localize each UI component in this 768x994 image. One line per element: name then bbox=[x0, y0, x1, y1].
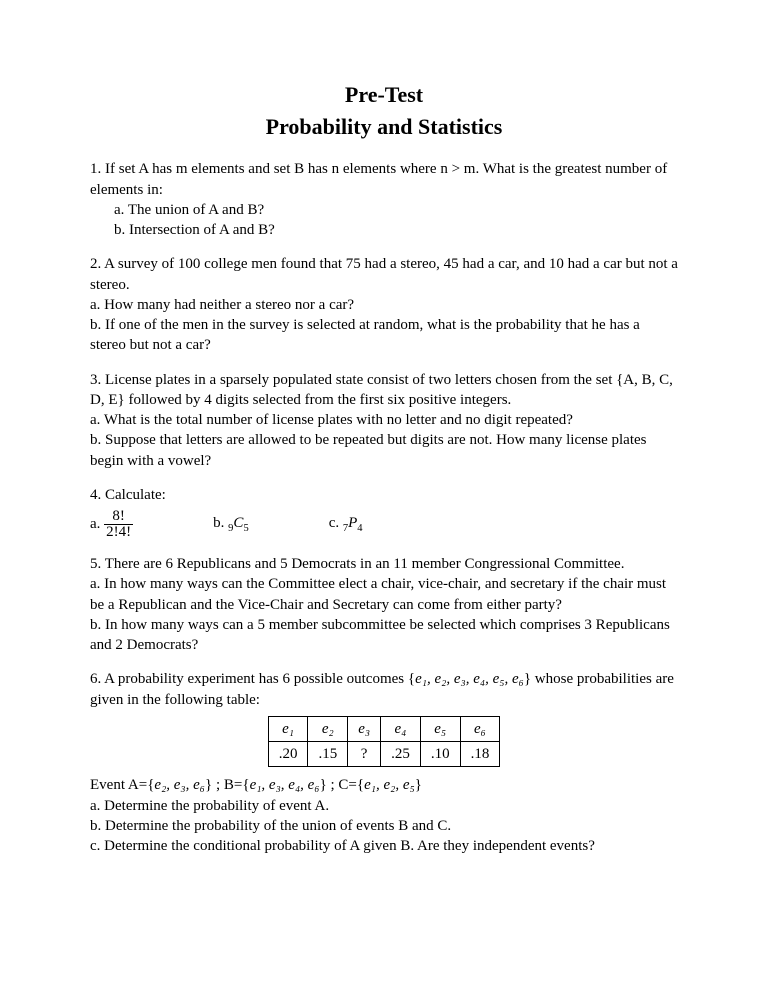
question-2: 2. A survey of 100 college men found tha… bbox=[90, 254, 678, 355]
question-6: 6. A probability experiment has 6 possib… bbox=[90, 669, 678, 856]
q3-stem: 3. License plates in a sparsely populate… bbox=[90, 370, 678, 411]
q4-c-postsub: 4 bbox=[357, 523, 362, 534]
title: Pre-Test bbox=[90, 80, 678, 110]
q1-option-b: b. Intersection of A and B? bbox=[90, 220, 678, 240]
event-c: e₁, e₂, e₅ bbox=[364, 777, 415, 793]
question-3: 3. License plates in a sparsely populate… bbox=[90, 370, 678, 471]
fraction-denominator: 2!4! bbox=[104, 525, 133, 540]
th-e5: e₅ bbox=[420, 716, 460, 741]
q4-c-label: c. bbox=[329, 515, 343, 531]
event-a: e₂, e₃, e₆ bbox=[154, 777, 205, 793]
th-e2: e₂ bbox=[308, 716, 348, 741]
events-post: } bbox=[415, 777, 422, 793]
tv-4: .25 bbox=[381, 742, 421, 767]
q1-stem: 1. If set A has m elements and set B has… bbox=[90, 159, 678, 200]
q4-stem: 4. Calculate: bbox=[90, 485, 678, 505]
events-mid2: } ; C={ bbox=[320, 777, 365, 793]
tv-1: .20 bbox=[268, 742, 308, 767]
q4-a: a. 8! 2!4! bbox=[90, 509, 133, 540]
q3-a: a. What is the total number of license p… bbox=[90, 410, 678, 430]
q6-a: a. Determine the probability of event A. bbox=[90, 796, 678, 816]
th-e3: e₃ bbox=[348, 716, 381, 741]
q6-stem: 6. A probability experiment has 6 possib… bbox=[90, 669, 678, 710]
tv-3: ? bbox=[348, 742, 381, 767]
q5-a: a. In how many ways can the Committee el… bbox=[90, 574, 678, 615]
events-mid1: } ; B={ bbox=[205, 777, 250, 793]
table-value-row: .20 .15 ? .25 .10 .18 bbox=[268, 742, 500, 767]
event-b: e₁, e₃, e₄, e₆ bbox=[250, 777, 320, 793]
th-e6: e₆ bbox=[460, 716, 500, 741]
tv-5: .10 bbox=[420, 742, 460, 767]
fraction-numerator: 8! bbox=[104, 509, 133, 525]
q2-b: b. If one of the men in the survey is se… bbox=[90, 315, 678, 356]
th-e1: e₁ bbox=[268, 716, 308, 741]
th-e4: e₄ bbox=[381, 716, 421, 741]
q5-b: b. In how many ways can a 5 member subco… bbox=[90, 615, 678, 656]
fraction: 8! 2!4! bbox=[104, 509, 133, 540]
q4-b: b. 9C5 bbox=[213, 513, 249, 536]
question-1: 1. If set A has m elements and set B has… bbox=[90, 159, 678, 240]
q6-stem-pre: 6. A probability experiment has 6 possib… bbox=[90, 671, 415, 687]
q6-c: c. Determine the conditional probability… bbox=[90, 836, 678, 856]
q1-option-a: a. The union of A and B? bbox=[90, 200, 678, 220]
q4-c: c. 7P4 bbox=[329, 513, 363, 536]
q4-b-letter: C bbox=[233, 515, 243, 531]
probability-table: e₁ e₂ e₃ e₄ e₅ e₆ .20 .15 ? .25 .10 .18 bbox=[268, 716, 501, 768]
q6-b: b. Determine the probability of the unio… bbox=[90, 816, 678, 836]
q6-outcomes: e₁, e₂, e₃, e₄, e₅, e₆ bbox=[415, 671, 524, 687]
q2-stem: 2. A survey of 100 college men found tha… bbox=[90, 254, 678, 295]
tv-2: .15 bbox=[308, 742, 348, 767]
q3-b: b. Suppose that letters are allowed to b… bbox=[90, 430, 678, 471]
q5-stem: 5. There are 6 Republicans and 5 Democra… bbox=[90, 554, 678, 574]
q4-a-label: a. bbox=[90, 516, 100, 532]
q4-b-postsub: 5 bbox=[243, 523, 248, 534]
q4-options: a. 8! 2!4! b. 9C5 c. 7P4 bbox=[90, 509, 678, 540]
document-page: Pre-Test Probability and Statistics 1. I… bbox=[0, 0, 768, 930]
q6-events: Event A={e₂, e₃, e₆} ; B={e₁, e₃, e₄, e₆… bbox=[90, 775, 678, 795]
q2-a: a. How many had neither a stereo nor a c… bbox=[90, 295, 678, 315]
question-4: 4. Calculate: a. 8! 2!4! b. 9C5 c. 7P4 bbox=[90, 485, 678, 540]
tv-6: .18 bbox=[460, 742, 500, 767]
subtitle: Probability and Statistics bbox=[90, 112, 678, 142]
events-pre: Event A={ bbox=[90, 777, 154, 793]
question-5: 5. There are 6 Republicans and 5 Democra… bbox=[90, 554, 678, 655]
table-header-row: e₁ e₂ e₃ e₄ e₅ e₆ bbox=[268, 716, 500, 741]
q4-c-letter: P bbox=[348, 515, 357, 531]
q4-b-label: b. bbox=[213, 515, 228, 531]
